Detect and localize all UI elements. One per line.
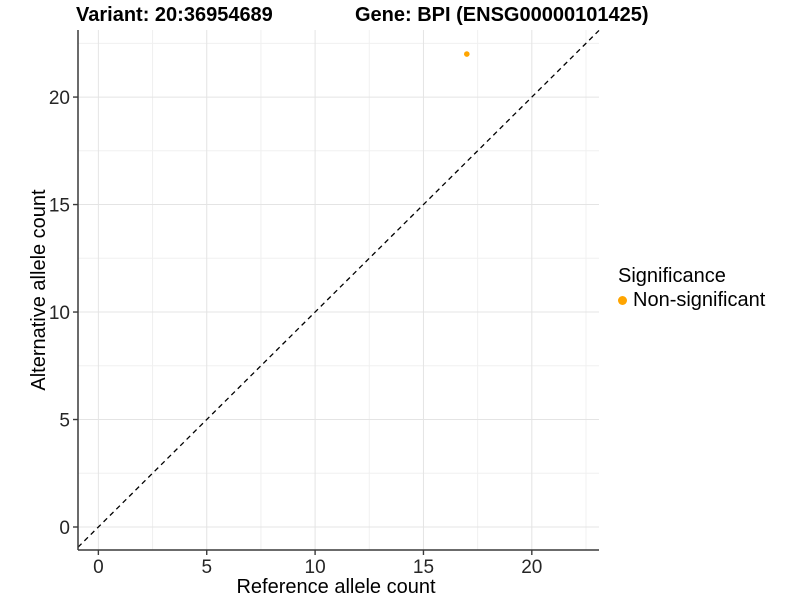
identity-line	[77, 29, 600, 548]
x-tick-label: 10	[305, 557, 326, 578]
y-tick-label: 10	[49, 303, 70, 324]
x-tick-label: 20	[521, 557, 542, 578]
x-tick-label: 0	[93, 557, 104, 578]
legend-item-label: Non-significant	[633, 288, 766, 311]
y-tick-label: 0	[59, 518, 70, 539]
legend: Significance Non-significant	[618, 264, 765, 312]
legend-title: Significance	[618, 265, 726, 287]
legend-item: Non-significant	[618, 288, 765, 312]
legend-point-icon	[618, 295, 627, 305]
y-axis-title: Alternative allele count	[28, 189, 50, 391]
x-tick-label: 5	[201, 557, 212, 578]
gene-title: Gene: BPI (ENSG00000101425)	[355, 4, 649, 26]
variant-title: Variant: 20:36954689	[76, 4, 273, 26]
x-tick-label: 15	[413, 557, 434, 578]
y-tick-label: 15	[49, 196, 70, 217]
y-tick-label: 5	[59, 411, 70, 432]
data-point	[463, 51, 470, 57]
y-tick-label: 20	[49, 88, 70, 109]
x-axis-title: Reference allele count	[236, 576, 436, 598]
